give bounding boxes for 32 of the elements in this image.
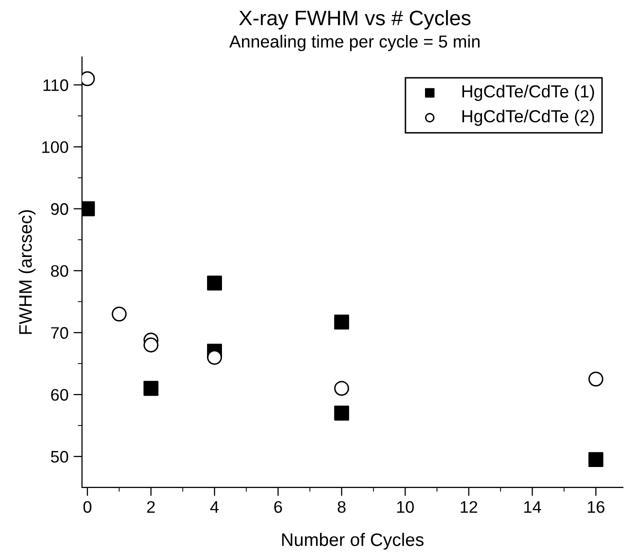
- point: [334, 314, 350, 330]
- point: [334, 406, 350, 421]
- point: [588, 452, 604, 468]
- x-tick-label: 14: [524, 501, 542, 513]
- point: [334, 380, 350, 396]
- y-tick-label: 60: [51, 388, 68, 401]
- y-tick-label: 100: [42, 141, 68, 154]
- y-axis-title: FWHM (arcsec): [18, 210, 36, 334]
- point: [144, 380, 158, 396]
- legend-label: HgCdTe/CdTe (2): [462, 110, 594, 126]
- y-tick-label: 80: [51, 265, 68, 277]
- x-tick-label: 4: [210, 501, 219, 513]
- y-tick-label: 90: [51, 203, 68, 215]
- x-axis-title: Number of Cycles: [282, 532, 424, 550]
- y-tick-label: 50: [50, 450, 68, 463]
- chart-title: X-ray FWHM vs # Cycles: [239, 10, 471, 30]
- chart-subtitle: Annealing time per cycle = 5 min: [229, 34, 480, 52]
- y-tick-label: 70: [51, 327, 68, 339]
- point: [588, 372, 604, 387]
- x-tick-label: 10: [397, 501, 414, 513]
- point: [144, 338, 158, 352]
- point: [112, 306, 127, 322]
- x-tick-label: 16: [588, 501, 604, 513]
- x-tick-label: 2: [147, 501, 155, 513]
- point: [207, 350, 222, 365]
- y-tick-label: 110: [44, 79, 68, 92]
- legend-label: HgCdTe/CdTe (1): [462, 84, 594, 101]
- x-tick-label: 12: [460, 501, 478, 513]
- x-tick-label: 0: [83, 501, 92, 513]
- x-tick-label: 8: [338, 501, 346, 513]
- x-tick-label: 6: [274, 501, 282, 513]
- point: [207, 276, 222, 291]
